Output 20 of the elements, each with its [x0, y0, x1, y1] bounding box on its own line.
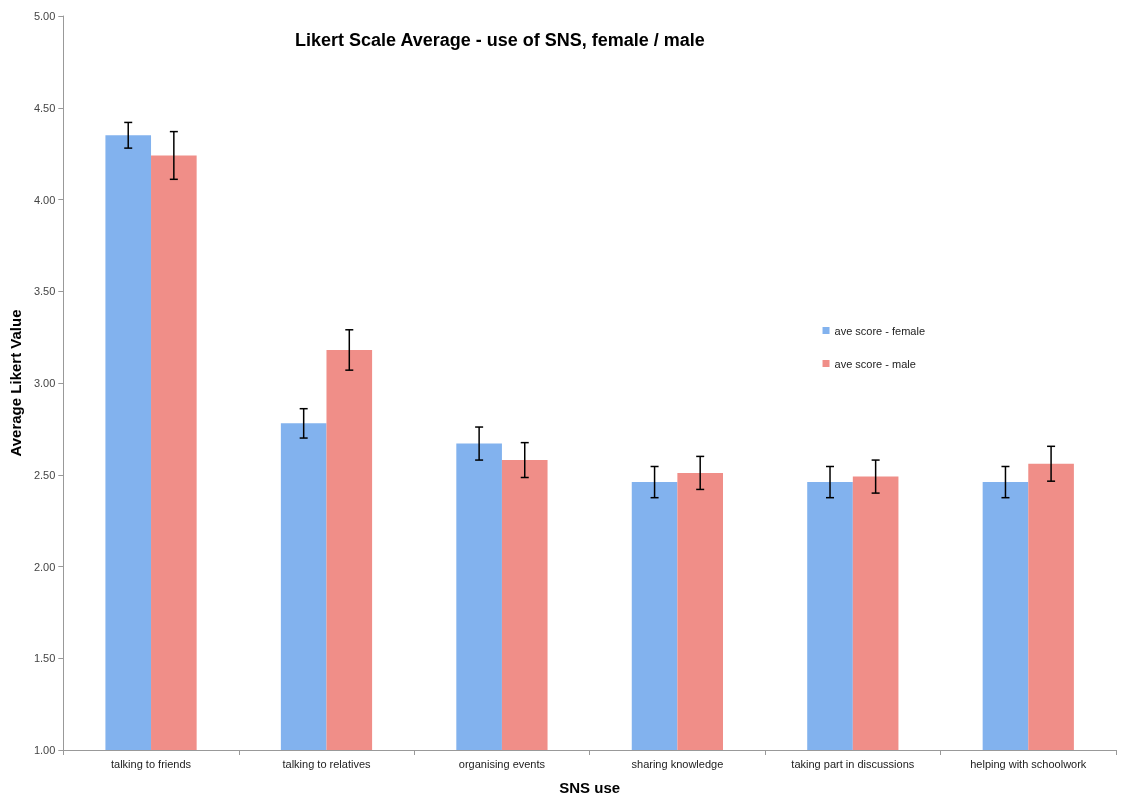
y-tick-label: 3.00 [33, 377, 56, 389]
y-axis-title: Average Likert Value [7, 309, 24, 457]
y-tick-label: 1.50 [33, 652, 56, 665]
x-axis-title: SNS use [559, 779, 621, 796]
y-tick-label: 2.00 [33, 560, 56, 573]
x-tick-label: taking part in discussions [791, 757, 915, 770]
x-tick-label: organising events [458, 757, 546, 770]
y-tick-label: 5.00 [33, 10, 56, 22]
y-tick-label: 1.00 [33, 744, 56, 756]
x-tick-label: talking to relatives [282, 757, 371, 770]
y-tick-label: 4.00 [33, 193, 56, 206]
y-tick-label: 3.50 [33, 285, 56, 298]
y-tick-label: 4.50 [33, 101, 56, 114]
x-tick-label: talking to friends [110, 757, 192, 770]
x-tick-label: sharing knowledge [631, 757, 724, 770]
legend-label: ave score - female [834, 324, 925, 337]
x-tick-label: helping with schoolwork [970, 757, 1087, 770]
text: Likert Scale Average - use of SNS, female / male [295, 30, 705, 50]
legend-label: ave score - male [834, 357, 916, 370]
y-tick-label: 2.50 [33, 468, 56, 481]
